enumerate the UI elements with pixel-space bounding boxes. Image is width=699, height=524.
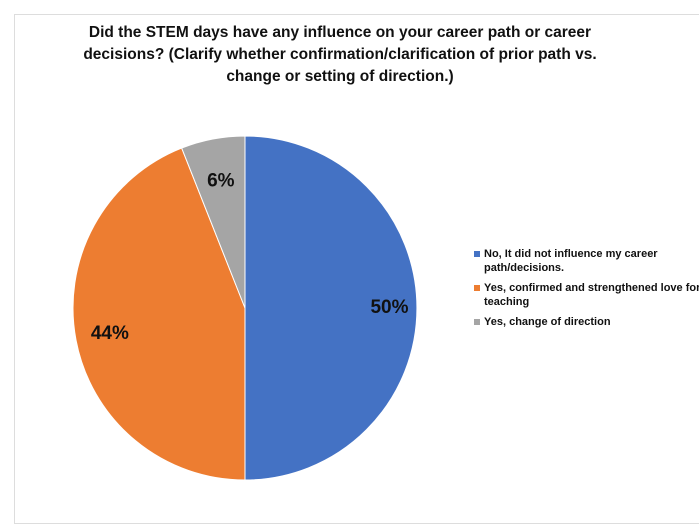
data-label: 6% — [207, 170, 235, 191]
chart: 50% 44% 6% — [72, 135, 418, 481]
data-label: 44% — [91, 323, 129, 344]
legend: No, It did not influence my career path/… — [474, 247, 699, 335]
legend-swatch — [474, 319, 480, 325]
legend-label: Yes, change of direction — [484, 316, 611, 328]
legend-entry: No, It did not influence my career path/… — [474, 247, 699, 275]
chart-title: Did the STEM days have any influence on … — [83, 24, 597, 85]
legend-swatch — [474, 251, 480, 257]
data-label: 50% — [370, 297, 408, 318]
pie-slice — [72, 147, 246, 481]
legend-label: Yes, confirmed and strengthened love for… — [484, 282, 699, 308]
legend-swatch — [474, 285, 480, 291]
pie-slice — [181, 135, 246, 309]
legend-entry: Yes, confirmed and strengthened love for… — [474, 281, 699, 309]
legend-entry: Yes, change of direction — [474, 315, 699, 329]
page: 50% 44% 6% Did the STEM days have any infl… — [14, 14, 699, 524]
pie-slice — [244, 135, 418, 481]
legend-label: No, It did not influence my career path/… — [484, 248, 658, 274]
